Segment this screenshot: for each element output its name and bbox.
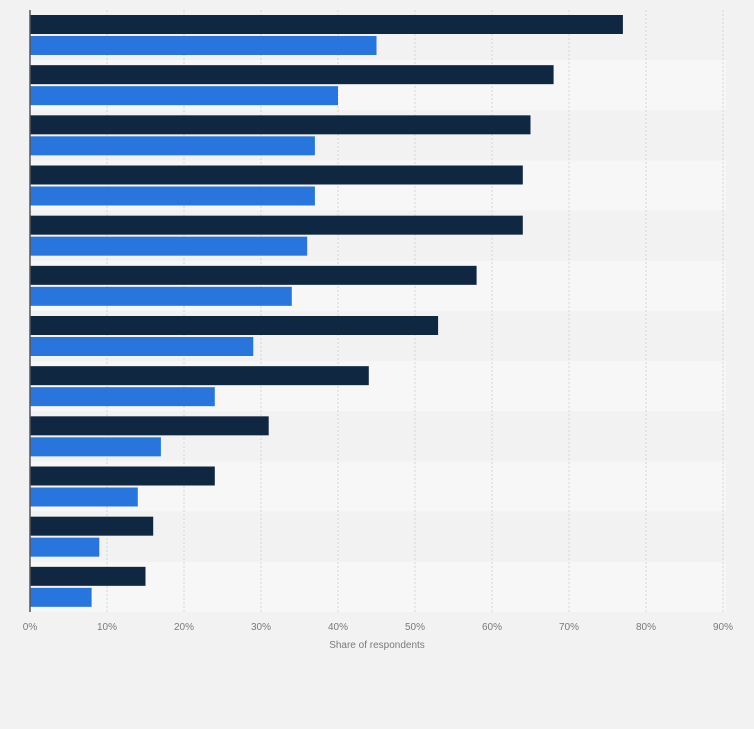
bar-series-2 [30, 36, 377, 55]
x-tick-label: 10% [97, 622, 117, 633]
bar-series-2 [30, 387, 215, 407]
bar-series-2 [30, 286, 292, 306]
bar-series-2 [30, 537, 100, 557]
bar-series-1 [30, 15, 623, 34]
x-tick-label: 80% [636, 622, 656, 633]
bar-series-2 [30, 337, 254, 356]
bar-series-1 [30, 566, 146, 586]
row-band [30, 561, 726, 612]
bar-series-1 [30, 65, 554, 85]
bar-series-1 [30, 265, 477, 285]
bar-series-1 [30, 215, 523, 235]
bar-series-1 [30, 516, 154, 536]
bar-series-1 [30, 416, 269, 436]
bar-series-2 [30, 136, 315, 156]
bar-series-2 [30, 236, 308, 256]
x-axis-label: Share of respondents [329, 640, 425, 651]
bar-series-2 [30, 437, 161, 457]
x-tick-label: 20% [174, 622, 194, 633]
x-tick-label: 40% [328, 622, 348, 633]
x-tick-label: 70% [559, 622, 579, 633]
bar-series-1 [30, 466, 215, 486]
bar-series-2 [30, 487, 138, 507]
bar-series-1 [30, 316, 439, 335]
bar-series-1 [30, 165, 523, 185]
bar-series-1 [30, 115, 531, 135]
x-tick-label: 60% [482, 622, 502, 633]
bar-series-2 [30, 186, 315, 206]
x-tick-label: 0% [23, 622, 38, 633]
x-tick-label: 30% [251, 622, 271, 633]
bar-series-2 [30, 587, 92, 607]
x-tick-label: 90% [713, 622, 733, 633]
bar-series-1 [30, 366, 369, 386]
bar-series-2 [30, 86, 338, 106]
x-tick-label: 50% [405, 622, 425, 633]
